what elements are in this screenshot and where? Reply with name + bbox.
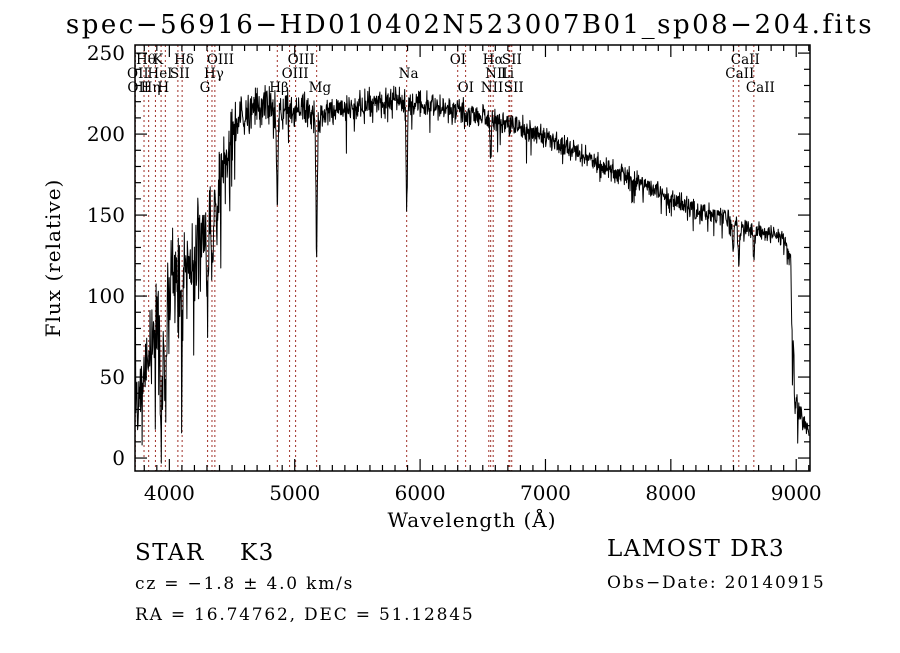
axes-frame-group xyxy=(134,44,811,472)
spectral-line-label: OI xyxy=(450,52,466,68)
spectral-line-label: Li xyxy=(501,66,515,82)
spectral-line-label: NII xyxy=(485,66,507,82)
object-subclass-label: K3 xyxy=(240,540,275,566)
spectral-line-label: SII xyxy=(502,52,522,68)
plot-frame xyxy=(134,44,811,472)
spectral-line-label: Hθ xyxy=(136,52,156,68)
spectral-line-label: Hα xyxy=(483,52,504,68)
obs-date-text: Obs−Date: 20140915 xyxy=(607,573,826,593)
x-tick-label: 4000 xyxy=(144,481,195,505)
x-tick-label: 8000 xyxy=(645,481,696,505)
object-class-label: STAR xyxy=(135,540,205,566)
y-tick-label: 250 xyxy=(87,41,125,65)
y-tick-label: 100 xyxy=(87,284,125,308)
y-tick-label: 150 xyxy=(87,203,125,227)
spectrum-trace-group xyxy=(134,85,810,464)
spectrum-flux-trace xyxy=(134,85,810,464)
chart-title: spec−56916−HD010402N523007B01_sp08−204.f… xyxy=(66,10,874,40)
spectral-line-label: OIII xyxy=(207,52,234,68)
spectral-line-label: OIII xyxy=(288,52,315,68)
spectral-line-label: Na xyxy=(399,66,419,82)
spectral-line-label: K xyxy=(153,52,164,68)
cz-velocity-text: cz = −1.8 ± 4.0 km/s xyxy=(135,574,354,594)
survey-release-label: LAMOST DR3 xyxy=(607,536,785,562)
spectral-line-labels-group: OIIOIIHθHηHeIKHSIIHδGHγOIIIHβOIIIOIIIMgN… xyxy=(127,52,775,96)
x-tick-label: 9000 xyxy=(771,481,822,505)
y-axis-label: Flux (relative) xyxy=(41,179,65,338)
spectral-line-label: CaII xyxy=(746,80,775,96)
x-tick-label: 5000 xyxy=(269,481,320,505)
spectral-line-label: NII xyxy=(481,80,503,96)
spectral-line-label: CaII xyxy=(725,66,754,82)
spectral-line-label: Hβ xyxy=(269,80,289,96)
x-tick-label: 7000 xyxy=(520,481,571,505)
y-tick-label: 0 xyxy=(112,446,125,470)
ra-dec-text: RA = 16.74762, DEC = 51.12845 xyxy=(135,605,474,625)
spectral-line-label: SII xyxy=(170,66,190,82)
spectral-line-label: SII xyxy=(504,80,524,96)
spectral-line-label: Hη xyxy=(141,80,161,96)
spectral-line-label: HeI xyxy=(147,66,172,82)
spectral-line-label: OII xyxy=(127,80,149,96)
spectral-line-label: H xyxy=(157,80,169,96)
x-tick-label: 6000 xyxy=(395,481,446,505)
x-axis-label: Wavelength (Å) xyxy=(387,507,556,532)
y-tick-label: 200 xyxy=(87,122,125,146)
spectral-line-label: OII xyxy=(127,66,149,82)
spectral-line-label: Hγ xyxy=(204,66,224,82)
spectral-line-label: G xyxy=(200,80,211,96)
y-tick-label: 50 xyxy=(100,365,125,389)
spectral-line-label: Hδ xyxy=(174,52,194,68)
spectral-line-label: OIII xyxy=(282,66,309,82)
axis-ticks-group xyxy=(135,45,810,471)
spectral-line-label: OI xyxy=(458,80,474,96)
spectral-line-label: Mg xyxy=(309,80,332,96)
spectral-line-label: CaII xyxy=(731,52,760,68)
axis-tick-labels-group: 4000 5000 6000 7000 8000 9000 0 50 100 150 200 250 xyxy=(87,41,822,505)
